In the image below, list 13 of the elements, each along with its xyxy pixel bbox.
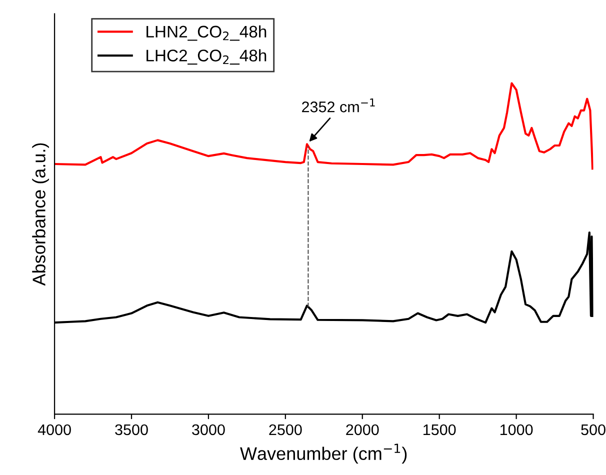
- x-tick-label: 3500: [115, 424, 148, 436]
- x-tick-label: 3000: [192, 424, 225, 436]
- x-axis-title: Wavenumber (cm$^{−1}$): [240, 444, 407, 464]
- legend-label: LHN2_CO$_{2}$_48h: [146, 25, 266, 41]
- x-tick-label: 2500: [269, 424, 302, 436]
- annotation: 2352 cm$^{−1}$: [302, 98, 375, 112]
- x-tick-label: 500: [581, 424, 606, 436]
- legend-label: LHC2_CO$_{2}$_48h: [146, 49, 266, 65]
- x-tick-label: 1500: [424, 424, 456, 436]
- x-tick-label: 2000: [346, 424, 379, 436]
- x-tick-label: 4000: [38, 424, 71, 436]
- y-axis-title: Absorbance (a.u.): [32, 143, 49, 286]
- x-tick-label: 1000: [500, 424, 533, 436]
